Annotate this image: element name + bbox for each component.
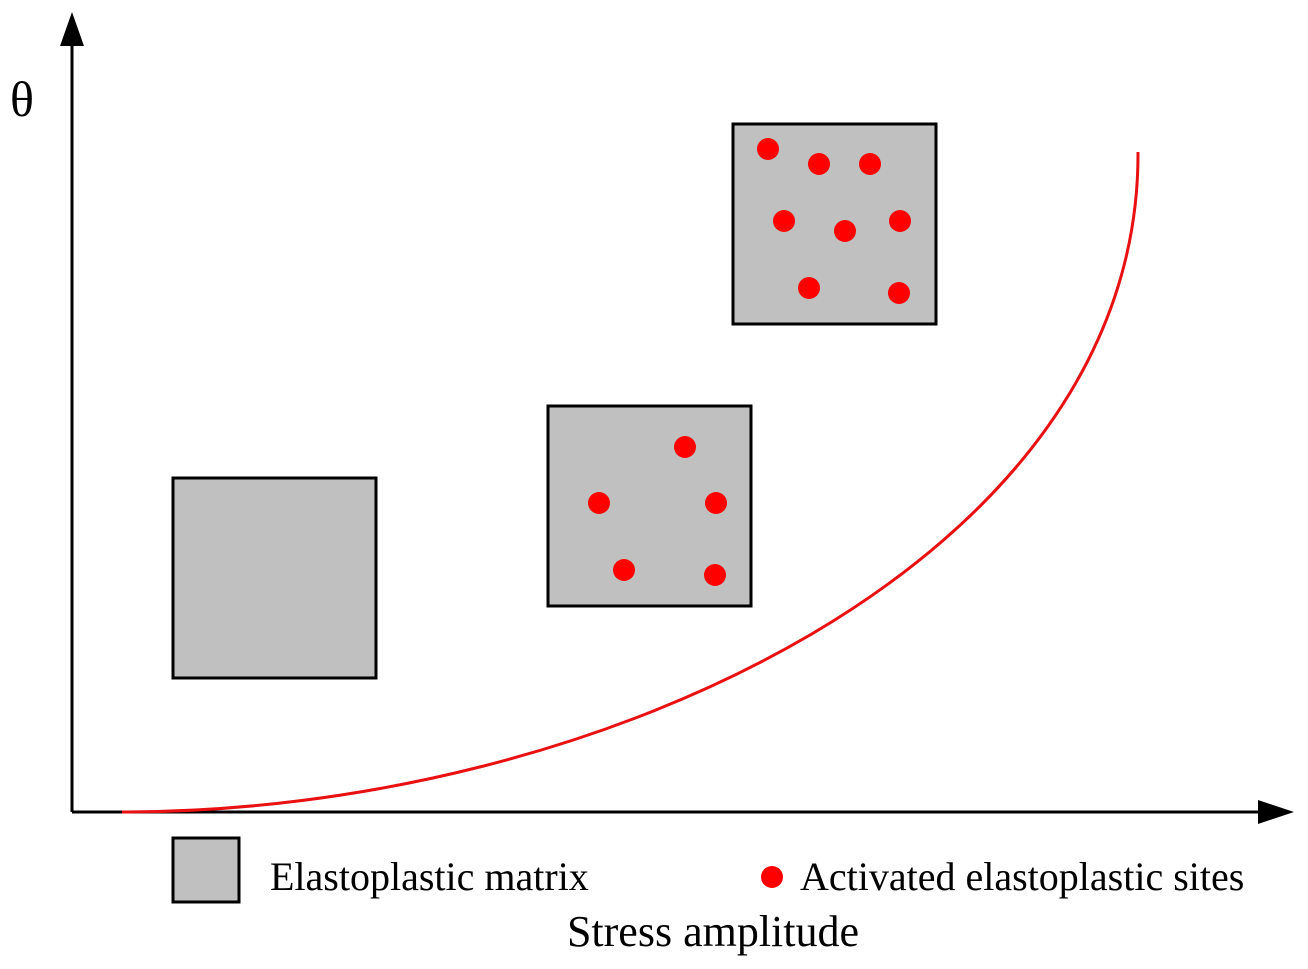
activated-site xyxy=(674,436,696,458)
legend-matrix-swatch xyxy=(171,836,241,904)
activated-site xyxy=(859,153,881,175)
y-axis-label: θ xyxy=(10,71,34,127)
x-axis-label: Stress amplitude xyxy=(567,907,859,956)
legend-site-swatch xyxy=(761,866,783,888)
activated-site xyxy=(613,559,635,581)
activated-site xyxy=(705,492,727,514)
activated-site xyxy=(588,492,610,514)
stress-curve xyxy=(121,151,1140,814)
legend-sites-label: Activated elastoplastic sites xyxy=(800,854,1244,899)
matrix-box-stage-1 xyxy=(171,476,378,680)
activated-site xyxy=(889,210,911,232)
activated-site xyxy=(704,564,726,586)
x-axis-arrowhead xyxy=(1258,800,1294,824)
activated-site xyxy=(757,138,779,160)
activated-site xyxy=(888,282,910,304)
matrix-box-stage-2-group xyxy=(546,404,753,608)
activated-site xyxy=(798,277,820,299)
activated-site xyxy=(773,210,795,232)
matrix-box-stage-3-group xyxy=(731,122,938,326)
activated-site xyxy=(808,153,830,175)
y-axis-arrowhead xyxy=(60,12,84,46)
legend-matrix-label: Elastoplastic matrix xyxy=(270,854,589,899)
activated-site xyxy=(834,220,856,242)
